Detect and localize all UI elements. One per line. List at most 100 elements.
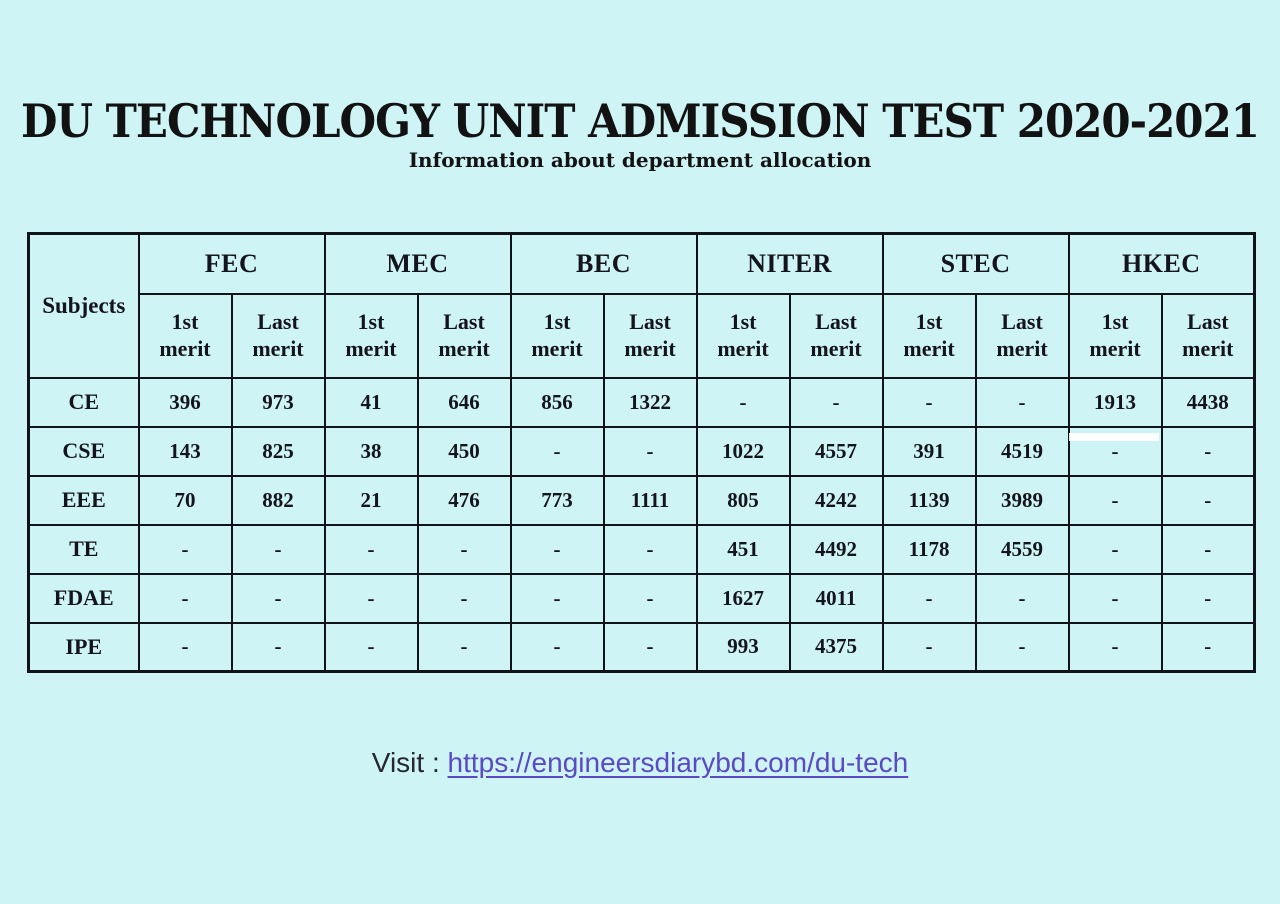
merit-value-cell: 70: [137, 474, 233, 526]
merit-value-cell: 4519: [974, 425, 1070, 477]
subjects-header-cell: Subjects: [27, 232, 140, 379]
merit-value-cell: -: [509, 523, 605, 575]
merit-value-cell: -: [788, 376, 884, 428]
merit-header: 1st merit: [1067, 292, 1163, 379]
merit-value-cell: -: [1160, 621, 1256, 673]
merit-value-cell: -: [602, 621, 698, 673]
table-row: EEE 70 882 21 476 773 1111 805 4242 1139 3989- -: [27, 474, 1256, 526]
merit-header: 1st merit: [509, 292, 605, 379]
merit-value-cell: -: [1160, 523, 1256, 575]
merit-value-cell: -: [881, 376, 977, 428]
merit-value-cell: 143: [137, 425, 233, 477]
merit-value-cell: 825: [230, 425, 326, 477]
merit-value-cell: 973: [230, 376, 326, 428]
merit-header: Last merit: [416, 292, 512, 379]
college-header-row: Subjects FEC MEC BEC NITER STEC HKEC: [27, 232, 1256, 379]
subject-cell: CSE: [27, 425, 140, 477]
merit-value-cell: -: [509, 572, 605, 624]
page-subtitle: Information about department allocation: [408, 148, 872, 172]
merit-value-cell: -: [602, 572, 698, 624]
merit-value-cell: -: [1067, 523, 1163, 575]
merit-value-cell: -: [230, 621, 326, 673]
merit-value-cell: -: [1160, 572, 1256, 624]
table-row: TE - - - - - -451 4492 1178 4559- -: [27, 523, 1256, 575]
merit-value-cell: -: [416, 572, 512, 624]
page-title: DU TECHNOLOGY UNIT ADMISSION TEST 2020-2…: [21, 94, 1260, 148]
merit-value-cell: -: [1067, 621, 1163, 673]
subject-cell: FDAE: [27, 572, 140, 624]
merit-value-cell: 805: [695, 474, 791, 526]
table-body: CE 396 973 41 646 856 1322- - - -1913 4438 CSE 143 82…: [27, 376, 1256, 673]
merit-value-cell: -: [602, 523, 698, 575]
merit-value-cell: -: [323, 621, 419, 673]
merit-value-cell: -: [137, 621, 233, 673]
merit-value-cell: 4559: [974, 523, 1070, 575]
merit-header: Last merit: [1160, 292, 1256, 379]
footer: Visit : https://engineersdiarybd.com/du-…: [0, 747, 1280, 779]
college-header: HKEC: [1067, 232, 1256, 295]
visit-label: Visit :: [371, 747, 440, 778]
merit-value-cell: 41: [323, 376, 419, 428]
merit-header: Last merit: [788, 292, 884, 379]
merit-value-cell: 773: [509, 474, 605, 526]
table-head: Subjects FEC MEC BEC NITER STEC HKEC 1st merit La…: [27, 232, 1256, 379]
college-header: BEC: [509, 232, 698, 295]
merit-value-cell: -: [881, 572, 977, 624]
merit-value-cell: -: [230, 572, 326, 624]
merit-header: Last merit: [230, 292, 326, 379]
table-row: FDAE - - - - - -1627 4011- - - -: [27, 572, 1256, 624]
merit-value-cell: -: [137, 523, 233, 575]
college-header: FEC: [137, 232, 326, 295]
subject-cell: EEE: [27, 474, 140, 526]
merit-value-cell: 1111: [602, 474, 698, 526]
merit-header: 1st merit: [323, 292, 419, 379]
merit-value-cell: -: [416, 523, 512, 575]
merit-value-cell: -: [230, 523, 326, 575]
merit-value-cell: 1322: [602, 376, 698, 428]
merit-value-cell: -: [137, 572, 233, 624]
merit-value-cell: -: [974, 621, 1070, 673]
whiteout-artifact: [1069, 433, 1159, 441]
merit-value-cell: 450: [416, 425, 512, 477]
merit-value-cell: -: [881, 621, 977, 673]
merit-header-row: 1st merit Last merit 1st merit Last merit 1st mer…: [29, 292, 1256, 379]
merit-header: Last merit: [974, 292, 1070, 379]
merit-value-cell: -: [1067, 572, 1163, 624]
merit-value-cell: 3989: [974, 474, 1070, 526]
merit-value-cell: 21: [323, 474, 419, 526]
merit-value-cell: -: [1160, 425, 1256, 477]
merit-value-cell: -: [974, 572, 1070, 624]
subject-cell: IPE: [27, 621, 140, 673]
merit-value-cell: 882: [230, 474, 326, 526]
merit-value-cell: 4438: [1160, 376, 1256, 428]
merit-value-cell: 4011: [788, 572, 884, 624]
subject-cell: TE: [27, 523, 140, 575]
merit-value-cell: 4492: [788, 523, 884, 575]
merit-value-cell: 1913: [1067, 376, 1163, 428]
footer-link[interactable]: https://engineersdiarybd.com/du-tech: [447, 747, 909, 778]
allocation-table: Subjects FEC MEC BEC NITER STEC HKEC 1st merit La…: [27, 232, 1257, 673]
merit-value-cell: 1139: [881, 474, 977, 526]
merit-value-cell: 4557: [788, 425, 884, 477]
merit-value-cell: -: [695, 376, 791, 428]
merit-value-cell: 993: [695, 621, 791, 673]
merit-header: 1st merit: [137, 292, 233, 379]
merit-value-cell: 4375: [788, 621, 884, 673]
merit-value-cell: -: [416, 621, 512, 673]
merit-value-cell: 4242: [788, 474, 884, 526]
merit-value-cell: 476: [416, 474, 512, 526]
merit-value-cell: -: [509, 621, 605, 673]
table-row: CSE 143 825 38 450- -1022 4557 391 4519- -: [27, 425, 1256, 477]
merit-value-cell: 1627: [695, 572, 791, 624]
merit-value-cell: 451: [695, 523, 791, 575]
merit-value-cell: 856: [509, 376, 605, 428]
merit-value-cell: 646: [416, 376, 512, 428]
merit-value-cell: -: [1067, 474, 1163, 526]
table-row: CE 396 973 41 646 856 1322- - - -1913 4438: [27, 376, 1256, 428]
merit-value-cell: -: [323, 523, 419, 575]
merit-value-cell: -: [602, 425, 698, 477]
merit-value-cell: 1178: [881, 523, 977, 575]
merit-value-cell: 1022: [695, 425, 791, 477]
merit-value-cell: 38: [323, 425, 419, 477]
